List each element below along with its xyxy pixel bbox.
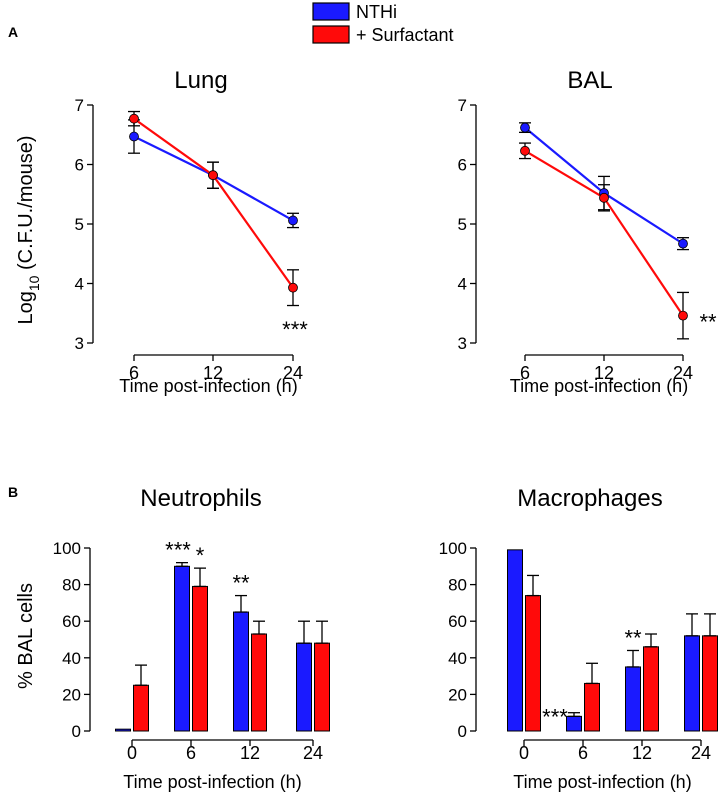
- bar-nthi: [625, 666, 641, 732]
- data-point-surfactant: [678, 310, 688, 321]
- x-tick-label: 24: [673, 363, 693, 383]
- significance-marker: **: [624, 625, 642, 650]
- y-tick-label: 20: [448, 685, 467, 704]
- panel-label-b: B: [8, 484, 18, 500]
- y-tick-label: 7: [75, 96, 84, 115]
- significance-marker: ***: [165, 538, 191, 563]
- data-point-nthi: [288, 215, 298, 226]
- y-tick-label: 7: [458, 96, 467, 115]
- data-point-surfactant: [129, 113, 139, 124]
- bar-surfactant: [314, 642, 330, 732]
- chart-title: Lung: [174, 67, 227, 94]
- series-line-surfactant: [133, 117, 294, 289]
- significance-marker: **: [232, 571, 250, 596]
- legend-swatch-surfactant: [312, 25, 350, 44]
- x-tick-label: 12: [632, 743, 652, 763]
- x-tick-label: 6: [129, 363, 139, 383]
- y-tick-label: 100: [53, 539, 81, 558]
- x-axis-title: Time post-infection (h): [119, 376, 297, 396]
- y-tick-label: 3: [458, 334, 467, 353]
- x-tick-label: 24: [303, 743, 323, 763]
- y-tick-label: 6: [458, 156, 467, 175]
- y-axis-title-lung: Log10 (C.F.U./mouse): [15, 136, 42, 325]
- y-tick-label: 40: [62, 649, 81, 668]
- y-tick-label: 60: [62, 612, 81, 631]
- legend: NTHi + Surfactant: [312, 2, 454, 45]
- chart-title: Macrophages: [517, 485, 662, 512]
- x-tick-label: 24: [283, 363, 303, 383]
- bar-nthi: [233, 611, 249, 732]
- bar-surfactant: [133, 684, 149, 732]
- bar-surfactant: [584, 682, 600, 732]
- x-tick-label: 6: [520, 363, 530, 383]
- y-tick-label: 6: [75, 156, 84, 175]
- series-line-surfactant: [524, 149, 684, 317]
- bar-surfactant: [251, 633, 267, 732]
- y-tick-label: 60: [448, 612, 467, 631]
- y-tick-label: 40: [448, 649, 467, 668]
- data-point-surfactant: [599, 192, 609, 203]
- bar-nthi: [566, 715, 582, 732]
- panel-label-a: A: [8, 24, 18, 40]
- significance-marker: *: [196, 543, 205, 568]
- bar-surfactant: [643, 646, 659, 732]
- y-tick-label: 0: [72, 722, 81, 741]
- x-tick-label: 12: [594, 363, 614, 383]
- bar-surfactant: [192, 585, 208, 732]
- y-tick-label: 80: [448, 576, 467, 595]
- significance-marker: **: [699, 310, 717, 335]
- bar-nthi: [507, 549, 523, 732]
- x-tick-label: 12: [240, 743, 260, 763]
- significance-marker: ***: [542, 704, 568, 729]
- data-point-nthi: [129, 131, 139, 142]
- legend-swatch-nthi: [312, 2, 350, 21]
- x-tick-label: 6: [578, 743, 588, 763]
- bar-nthi: [684, 635, 700, 732]
- data-point-surfactant: [288, 282, 298, 293]
- y-tick-label: 20: [62, 685, 81, 704]
- legend-label-surfactant: + Surfactant: [356, 25, 454, 45]
- y-tick-label: 100: [439, 539, 467, 558]
- x-tick-label: 0: [127, 743, 137, 763]
- bar-surfactant: [525, 595, 541, 732]
- y-tick-label: 4: [458, 275, 467, 294]
- x-axis-title: Time post-infection (h): [513, 772, 691, 792]
- y-tick-label: 5: [458, 215, 467, 234]
- x-tick-label: 6: [186, 743, 196, 763]
- x-tick-label: 12: [203, 363, 223, 383]
- y-tick-label: 5: [75, 215, 84, 234]
- x-tick-label: 0: [519, 743, 529, 763]
- bar-nthi: [174, 565, 190, 732]
- y-tick-label: 4: [75, 275, 84, 294]
- chart-title: Neutrophils: [140, 485, 261, 512]
- legend-label-nthi: NTHi: [356, 2, 397, 22]
- data-point-surfactant: [208, 170, 218, 181]
- y-tick-label: 3: [75, 334, 84, 353]
- chart-title: BAL: [567, 67, 612, 94]
- y-tick-label: 80: [62, 576, 81, 595]
- data-point-nthi: [678, 238, 688, 249]
- x-axis-title: Time post-infection (h): [123, 772, 301, 792]
- data-point-nthi: [520, 122, 530, 133]
- bar-nthi: [115, 728, 131, 732]
- x-axis-title: Time post-infection (h): [510, 376, 688, 396]
- bar-nthi: [296, 642, 312, 732]
- x-tick-label: 24: [691, 743, 711, 763]
- y-axis-title-bal-cells: % BAL cells: [15, 583, 37, 689]
- y-tick-label: 0: [458, 722, 467, 741]
- bar-surfactant: [702, 635, 718, 732]
- data-point-surfactant: [520, 145, 530, 156]
- significance-marker: ***: [282, 317, 308, 342]
